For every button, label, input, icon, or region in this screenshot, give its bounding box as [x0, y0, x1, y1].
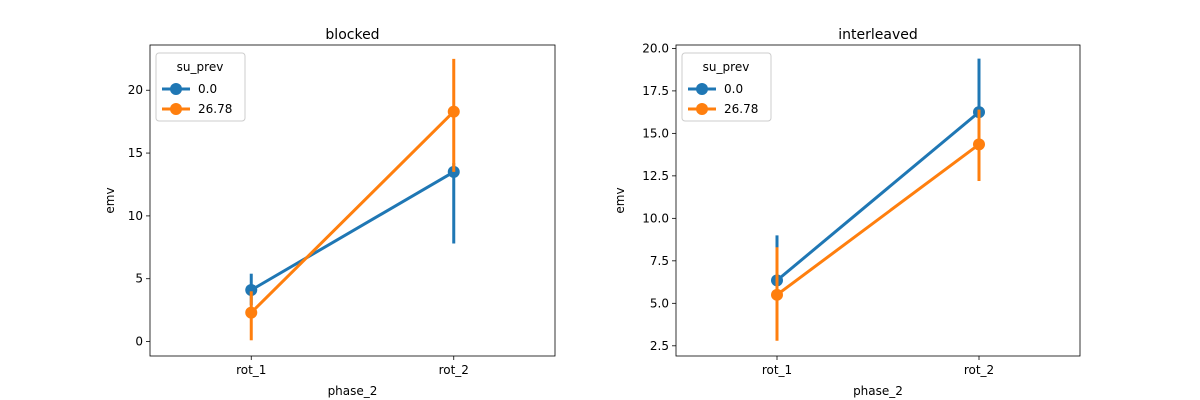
- y-tick-label: 20: [128, 83, 143, 97]
- legend-marker: [696, 103, 708, 115]
- y-tick-label: 7.5: [650, 254, 669, 268]
- x-tick-label: rot_2: [964, 363, 994, 377]
- series-line: [250, 110, 455, 314]
- y-tick-label: 15.0: [642, 126, 669, 140]
- series-1: [245, 58, 460, 341]
- y-tick-label: 12.5: [642, 169, 669, 183]
- legend: su_prev 0.0 26.78: [681, 52, 772, 122]
- x-axis-label: phase_2: [328, 384, 378, 398]
- data-point: [447, 105, 460, 118]
- series-1: [771, 109, 985, 341]
- legend-label: 26.78: [724, 102, 758, 116]
- x-axis-label: phase_2: [853, 384, 903, 398]
- data-point: [973, 138, 985, 151]
- panel-blocked: blocked 0 5 10 15 20 rot_1 rot_2 phase_2 emv su_pr…: [103, 27, 556, 398]
- legend-label: 0.0: [198, 82, 217, 96]
- x-tick-label: rot_1: [762, 363, 792, 377]
- chart-title: blocked: [325, 27, 379, 43]
- legend-marker: [696, 83, 708, 95]
- plot-frame: [149, 44, 556, 357]
- y-axis-label: emv: [103, 187, 117, 213]
- series-line: [776, 110, 980, 282]
- data-point: [771, 288, 783, 301]
- series-line: [250, 170, 455, 292]
- data-point: [245, 306, 258, 319]
- legend-label: 0.0: [724, 82, 743, 96]
- legend: su_prev 0.0 26.78: [155, 52, 246, 122]
- y-tick-label: 5: [135, 272, 143, 286]
- legend-title: su_prev: [177, 60, 224, 74]
- legend-marker: [170, 103, 182, 115]
- legend-label: 26.78: [198, 102, 232, 116]
- series-line: [776, 143, 980, 297]
- y-tick-label: 20.0: [642, 41, 669, 55]
- x-tick-label: rot_2: [439, 363, 469, 377]
- legend-marker: [170, 83, 182, 95]
- y-tick-label: 17.5: [642, 84, 669, 98]
- legend-title: su_prev: [703, 60, 750, 74]
- panel-interleaved: interleaved 2.5 5.0 7.5 10.0 12.5 15.0 17.5 20.0…: [613, 27, 1081, 398]
- y-tick-label: 5.0: [650, 296, 669, 310]
- y-axis-label: emv: [613, 187, 627, 213]
- y-tick-label: 0: [135, 335, 143, 349]
- y-tick-label: 10.0: [642, 211, 669, 225]
- series-0: [771, 58, 985, 317]
- chart-title: interleaved: [838, 27, 918, 43]
- y-tick-label: 2.5: [650, 339, 669, 353]
- y-tick-label: 10: [128, 209, 143, 223]
- series-0: [245, 163, 460, 306]
- data-point: [245, 284, 258, 297]
- plot-frame: [675, 44, 1081, 357]
- y-tick-label: 15: [128, 146, 143, 160]
- x-tick-label: rot_1: [236, 363, 266, 377]
